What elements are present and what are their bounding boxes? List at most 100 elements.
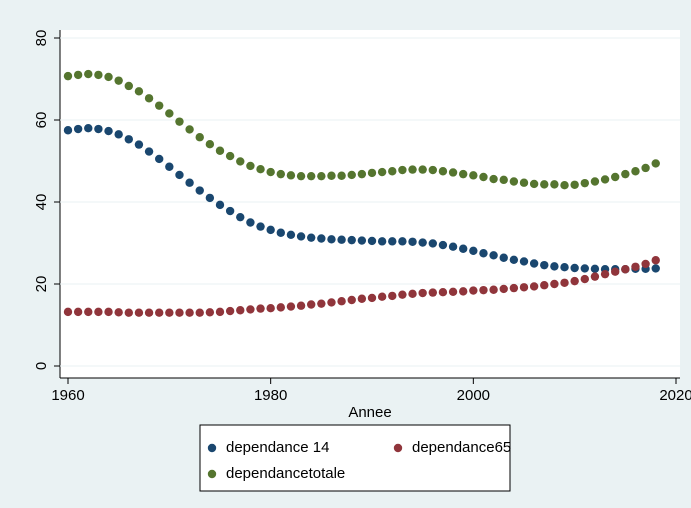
point	[398, 290, 407, 299]
legend-marker	[207, 469, 217, 479]
point	[489, 251, 498, 260]
point	[205, 193, 215, 203]
point	[469, 171, 478, 180]
point	[459, 169, 468, 179]
point	[367, 236, 377, 246]
point	[479, 172, 488, 182]
point	[570, 180, 579, 189]
point	[651, 159, 660, 168]
point	[307, 171, 316, 181]
y-tick-label: 40	[33, 194, 50, 211]
point	[469, 246, 478, 255]
point	[256, 304, 265, 313]
legend-label: dependancetotale	[226, 465, 345, 482]
point	[590, 177, 600, 186]
point	[347, 295, 356, 305]
point	[489, 174, 498, 184]
point	[73, 307, 83, 317]
point	[155, 308, 164, 317]
point	[580, 264, 589, 273]
point	[469, 286, 478, 295]
point	[165, 162, 174, 171]
point	[418, 165, 427, 174]
point	[246, 218, 255, 227]
point	[286, 230, 296, 239]
point	[296, 171, 306, 181]
point	[134, 140, 144, 149]
point	[84, 307, 93, 317]
point	[266, 303, 275, 313]
point	[104, 126, 113, 136]
point	[459, 287, 468, 296]
legend-marker	[393, 443, 403, 453]
point	[337, 297, 346, 306]
point	[550, 262, 559, 271]
point	[84, 69, 93, 79]
point	[124, 135, 133, 144]
point	[357, 236, 367, 245]
point	[185, 308, 194, 317]
legend-marker	[207, 443, 217, 453]
point	[550, 180, 559, 189]
point	[63, 307, 73, 317]
point	[73, 70, 83, 80]
point	[307, 233, 316, 242]
point	[337, 235, 346, 244]
point	[479, 249, 488, 258]
point	[590, 264, 600, 274]
point	[631, 262, 640, 271]
point	[205, 139, 215, 149]
x-tick-label: 1980	[254, 387, 287, 404]
y-tick-label: 0	[33, 362, 50, 370]
point	[266, 167, 275, 177]
point	[215, 307, 225, 317]
point	[388, 237, 397, 246]
point	[398, 237, 407, 246]
point	[276, 303, 285, 312]
legend	[199, 424, 511, 492]
point	[499, 253, 508, 262]
point	[175, 117, 184, 126]
x-tick-label: 2020	[659, 387, 691, 404]
legend-label: dependance 14	[226, 439, 329, 456]
point	[144, 308, 154, 317]
y-tick-label: 20	[33, 276, 50, 293]
point	[317, 171, 326, 181]
point	[600, 175, 610, 184]
point	[286, 302, 296, 311]
point	[448, 242, 458, 251]
point	[641, 259, 650, 269]
point	[236, 157, 245, 166]
point	[236, 212, 245, 222]
point	[570, 276, 579, 286]
point	[580, 274, 589, 284]
point	[377, 292, 387, 301]
point	[529, 259, 539, 268]
point	[509, 177, 519, 186]
point	[327, 171, 336, 180]
point	[225, 206, 235, 216]
point	[529, 179, 539, 189]
point	[377, 167, 387, 177]
point	[327, 298, 336, 307]
point	[124, 308, 133, 317]
point	[195, 133, 204, 142]
point	[529, 282, 539, 291]
point	[195, 308, 204, 317]
point	[175, 308, 184, 317]
point	[347, 170, 356, 180]
point	[165, 308, 174, 317]
point	[225, 306, 235, 316]
point	[195, 186, 204, 195]
point	[215, 200, 225, 210]
point	[215, 146, 225, 155]
point	[600, 269, 610, 279]
point	[155, 101, 164, 110]
point	[499, 284, 508, 294]
point	[155, 154, 164, 164]
point	[114, 76, 123, 85]
point	[317, 234, 326, 243]
point	[418, 238, 427, 247]
point	[519, 257, 529, 266]
